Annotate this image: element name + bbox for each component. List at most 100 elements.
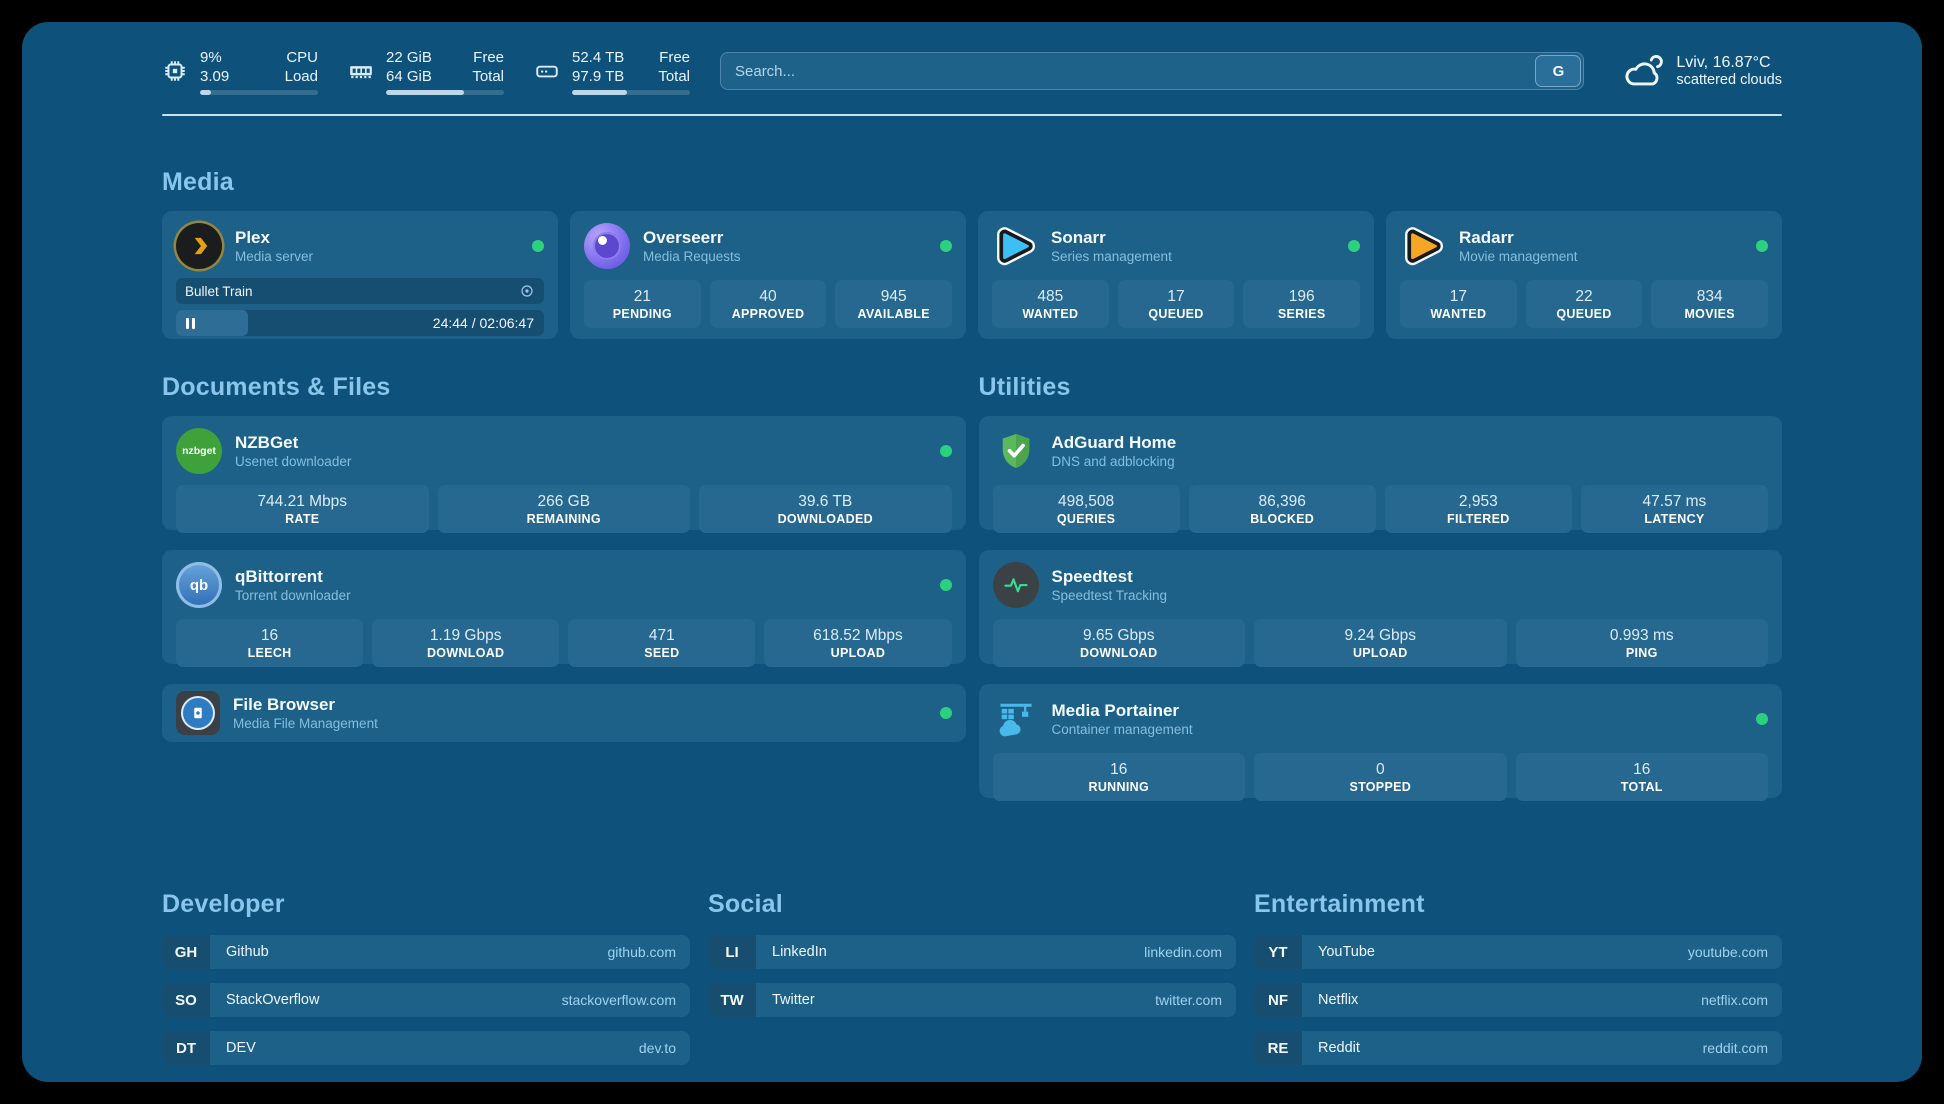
radarr-icon: [1400, 223, 1446, 269]
adguard-icon: [993, 428, 1039, 474]
bookmark-twitter[interactable]: TW Twitter twitter.com: [708, 983, 1236, 1017]
app-name: Sonarr: [1051, 228, 1106, 247]
bookmark-abbr: NF: [1254, 983, 1302, 1017]
disk-total-value: 97.9 TB: [572, 67, 625, 85]
weather-widget[interactable]: Lviv, 16.87°C scattered clouds: [1622, 52, 1782, 90]
app-card-overseerr[interactable]: Overseerr Media Requests 21 PENDING 40 A…: [570, 211, 966, 339]
app-subtitle: Movie management: [1459, 249, 1578, 264]
app-card-radarr[interactable]: Radarr Movie management 17 WANTED 22 QUE…: [1386, 211, 1782, 339]
stat-stopped: 0 STOPPED: [1254, 753, 1507, 801]
section-title-documents: Documents & Files: [162, 373, 391, 401]
app-name: AdGuard Home: [1051, 433, 1177, 452]
stat-movies: 834 MOVIES: [1651, 280, 1769, 328]
pause-icon[interactable]: [186, 317, 195, 329]
stat-blocked: 86,396 BLOCKED: [1188, 485, 1376, 533]
stat-total: 16 TOTAL: [1515, 753, 1768, 801]
app-name: Plex: [235, 228, 270, 247]
bookmark-abbr: SO: [162, 983, 210, 1017]
app-card-portainer[interactable]: Media Portainer Container management 16 …: [978, 684, 1782, 801]
ram-free-label: Free: [473, 48, 504, 66]
stat-remaining: 266 GB REMAINING: [437, 485, 690, 533]
bookmark-name: Twitter: [772, 992, 815, 1008]
disk-free-label: Free: [659, 48, 690, 66]
app-name: Speedtest: [1051, 567, 1133, 586]
weather-condition: scattered clouds: [1676, 72, 1782, 88]
bookmark-name: Github: [226, 944, 269, 960]
app-subtitle: DNS and adblocking: [1051, 454, 1175, 469]
search-bar: G: [720, 52, 1585, 90]
bookmark-stackoverflow[interactable]: SO StackOverflow stackoverflow.com: [162, 983, 690, 1017]
app-card-adguard[interactable]: AdGuard Home DNS and adblocking 498,508 …: [978, 416, 1782, 533]
bookmark-netflix[interactable]: NF Netflix netflix.com: [1254, 983, 1782, 1017]
header: 9% 3.09 CPU Load: [162, 40, 1782, 102]
app-subtitle: Usenet downloader: [235, 454, 352, 469]
disk-icon: [536, 65, 558, 78]
status-online-dot: [939, 445, 952, 457]
bookmark-name: Netflix: [1318, 992, 1359, 1008]
ram-total-label: Total: [472, 67, 504, 85]
app-name: Overseerr: [643, 228, 724, 247]
status-online-dot: [1756, 240, 1768, 252]
app-subtitle: Container management: [1051, 722, 1193, 737]
stat-available: 945 AVAILABLE: [835, 280, 953, 328]
sonarr-icon: [992, 223, 1038, 269]
cpu-icon: [165, 61, 185, 81]
now-playing-row: Bullet Train: [176, 278, 544, 304]
status-online-dot: [1348, 240, 1360, 252]
stat-filtered: 2,953 FILTERED: [1384, 485, 1572, 533]
playback-time: 24:44 / 02:06:47: [432, 315, 534, 331]
bookmark-linkedin[interactable]: LI LinkedIn linkedin.com: [708, 935, 1236, 969]
bookmark-youtube[interactable]: YT YouTube youtube.com: [1254, 935, 1782, 969]
app-name: Media Portainer: [1051, 701, 1180, 720]
bookmark-github[interactable]: GH Github github.com: [162, 935, 690, 969]
bookmark-name: StackOverflow: [226, 992, 320, 1008]
app-name: File Browser: [233, 695, 336, 714]
stat-upload: 618.52 Mbps UPLOAD: [764, 619, 952, 667]
bookmark-url: dev.to: [638, 1040, 676, 1056]
overseerr-icon: [584, 223, 630, 269]
status-online-dot: [1756, 713, 1768, 725]
status-online-dot: [939, 579, 952, 591]
bookmark-name: LinkedIn: [772, 944, 827, 960]
cpu-usage-value: 9%: [200, 48, 222, 66]
ram-stat: 22 GiB 64 GiB Free Total: [348, 48, 504, 95]
stat-leech: 16 LEECH: [176, 619, 364, 667]
stat-wanted: 17 WANTED: [1400, 280, 1517, 328]
filebrowser-icon: [176, 691, 220, 735]
app-card-nzbget[interactable]: nzbget NZBGet Usenet downloader 744.21 M…: [162, 416, 966, 533]
bookmark-group-social: Social LI LinkedIn linkedin.com TW Twitt…: [708, 890, 1236, 1079]
search-input[interactable]: [720, 52, 1585, 90]
app-card-plex[interactable]: Plex Media server Bullet Train 24:44 / 0…: [162, 211, 558, 339]
app-subtitle: Media File Management: [233, 716, 378, 731]
disk-progress-bar: [572, 89, 690, 95]
stat-wanted: 485 WANTED: [992, 280, 1109, 328]
bookmark-group-entertainment: Entertainment YT YouTube youtube.com NF …: [1254, 890, 1782, 1079]
search-engine-button[interactable]: G: [1535, 55, 1582, 87]
status-online-dot: [939, 707, 952, 719]
bookmark-name: YouTube: [1318, 944, 1375, 960]
bookmark-abbr: TW: [708, 983, 756, 1017]
status-online-dot: [532, 240, 544, 252]
bookmark-name: Reddit: [1318, 1040, 1360, 1056]
stream-settings-icon[interactable]: [519, 283, 535, 299]
cpu-load-value: 3.09: [200, 67, 230, 85]
stat-downloaded: 39.6 TB DOWNLOADED: [699, 485, 952, 533]
cpu-load-label: Load: [284, 67, 318, 85]
ram-total-value: 64 GiB: [386, 67, 432, 85]
app-card-speedtest[interactable]: Speedtest Speedtest Tracking 9.65 Gbps D…: [978, 550, 1782, 667]
stat-download: 9.65 Gbps DOWNLOAD: [992, 619, 1245, 667]
ram-icon: [350, 66, 372, 79]
app-card-qbittorrent[interactable]: qb qBittorrent Torrent downloader 16 LEE…: [162, 550, 966, 667]
bookmark-abbr: LI: [708, 935, 756, 969]
stat-latency: 47.57 ms LATENCY: [1580, 485, 1768, 533]
cpu-stat: 9% 3.09 CPU Load: [162, 48, 318, 95]
app-card-filebrowser[interactable]: File Browser Media File Management: [162, 684, 966, 742]
bookmark-url: reddit.com: [1702, 1040, 1768, 1056]
app-card-sonarr[interactable]: Sonarr Series management 485 WANTED 17 Q…: [978, 211, 1374, 339]
nzbget-icon: nzbget: [176, 428, 222, 474]
bookmark-dev[interactable]: DT DEV dev.to: [162, 1031, 690, 1065]
playback-progress-bar[interactable]: 24:44 / 02:06:47: [176, 310, 544, 336]
cloud-icon: [1625, 55, 1664, 86]
stat-running: 16 RUNNING: [992, 753, 1245, 801]
bookmark-reddit[interactable]: RE Reddit reddit.com: [1254, 1031, 1782, 1065]
